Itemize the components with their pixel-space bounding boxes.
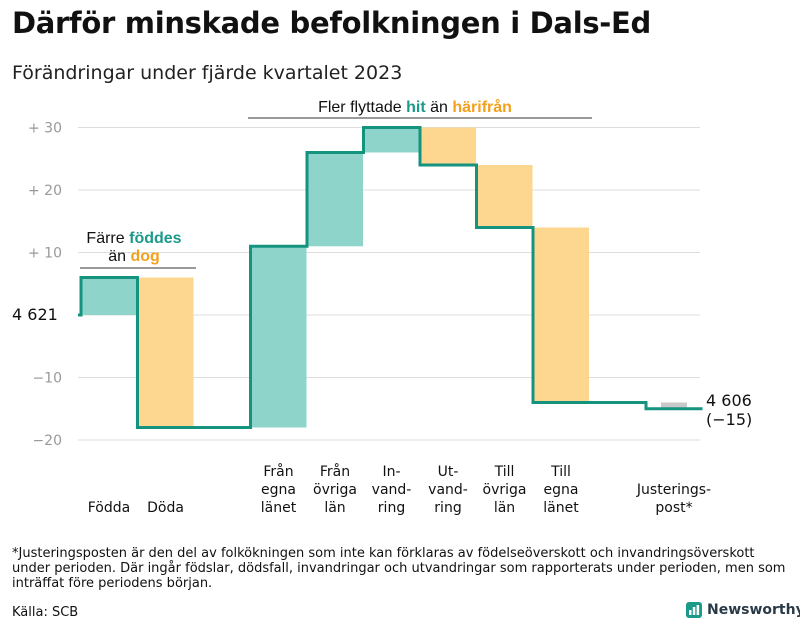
x-label-utvandring: Ut- bbox=[438, 464, 459, 480]
births-annotation-line1: Färre föddes bbox=[86, 230, 181, 247]
x-label-utvandring: ring bbox=[434, 500, 461, 516]
running-total-line bbox=[78, 126, 703, 429]
bar-fran-egna-lanet bbox=[250, 246, 307, 428]
x-label-till-ovriga-lan: övriga bbox=[483, 482, 527, 498]
end-value-label: 4 606 bbox=[706, 391, 752, 410]
bar-justeringspost bbox=[661, 402, 687, 409]
x-label-fran-ovriga-lan: län bbox=[324, 500, 345, 516]
x-label-invandring: vand- bbox=[372, 482, 412, 498]
migration-annotation: Fler flyttade hit än härifrån bbox=[318, 98, 512, 116]
x-label-fran-ovriga-lan: Från bbox=[320, 463, 350, 480]
bar-till-egna-lanet bbox=[533, 227, 589, 403]
brand-name: Newsworthy bbox=[707, 602, 800, 618]
end-change-label: (−15) bbox=[706, 410, 752, 429]
y-tick-label: −20 bbox=[32, 433, 62, 449]
newsworthy-logo-icon bbox=[686, 602, 702, 618]
y-tick-label: + 30 bbox=[28, 121, 62, 137]
bar-till-ovriga-lan bbox=[476, 165, 533, 228]
chart-subtitle: Förändringar under fjärde kvartalet 2023 bbox=[12, 62, 403, 84]
x-label-invandring: ring bbox=[378, 500, 405, 516]
x-label-justeringspost: Justerings- bbox=[636, 482, 711, 498]
footnote: *Justeringsposten är den del av folkökni… bbox=[12, 546, 786, 591]
x-label-till-egna-lanet: länet bbox=[543, 500, 579, 516]
y-axis-ticks: + 30 + 20 + 10 −10 −20 bbox=[28, 121, 62, 450]
x-label-till-egna-lanet: Till bbox=[550, 464, 571, 480]
bar-doda bbox=[137, 277, 194, 428]
x-axis-labels: Födda Döda Från egna länet Från övriga län In-va… bbox=[88, 463, 711, 516]
x-label-fran-ovriga-lan: övriga bbox=[313, 482, 357, 498]
bars bbox=[81, 127, 687, 428]
x-label-fodda: Födda bbox=[88, 500, 130, 516]
x-label-fran-egna-lanet: egna bbox=[261, 482, 296, 498]
y-tick-label: −10 bbox=[32, 371, 62, 387]
y-tick-label: + 20 bbox=[28, 183, 62, 199]
x-label-utvandring: vand- bbox=[428, 482, 468, 498]
waterfall-chart: + 30+ 20+ 10−10−20 Födda DödaFrånegnaläne… bbox=[12, 98, 752, 516]
births-annotation-line2: än dog bbox=[108, 248, 160, 265]
x-label-fran-egna-lanet: Från bbox=[263, 463, 293, 480]
x-label-fran-egna-lanet: länet bbox=[261, 500, 297, 516]
bar-fran-ovriga-lan bbox=[307, 152, 363, 247]
bar-fodda bbox=[81, 277, 137, 315]
annotations: Färre föddes än dog Fler flyttade hit än… bbox=[12, 98, 752, 429]
x-label-doda: Döda bbox=[147, 500, 184, 516]
x-label-invandring: In- bbox=[382, 464, 400, 480]
x-label-till-ovriga-lan: Till bbox=[494, 464, 515, 480]
x-label-justeringspost: post* bbox=[655, 500, 692, 516]
start-value-label: 4 621 bbox=[12, 305, 58, 324]
brand-logo: Newsworthy bbox=[686, 602, 800, 618]
running-total-step-line bbox=[78, 126, 703, 429]
bar-utvandring bbox=[420, 127, 476, 165]
x-label-till-egna-lanet: egna bbox=[544, 482, 579, 498]
bar-invandring bbox=[363, 127, 420, 153]
source-label: Källa: SCB bbox=[12, 605, 79, 620]
x-label-till-ovriga-lan: län bbox=[494, 500, 515, 516]
chart-title: Därför minskade befolkningen i Dals-Ed bbox=[12, 6, 652, 40]
y-tick-label: + 10 bbox=[28, 246, 62, 262]
